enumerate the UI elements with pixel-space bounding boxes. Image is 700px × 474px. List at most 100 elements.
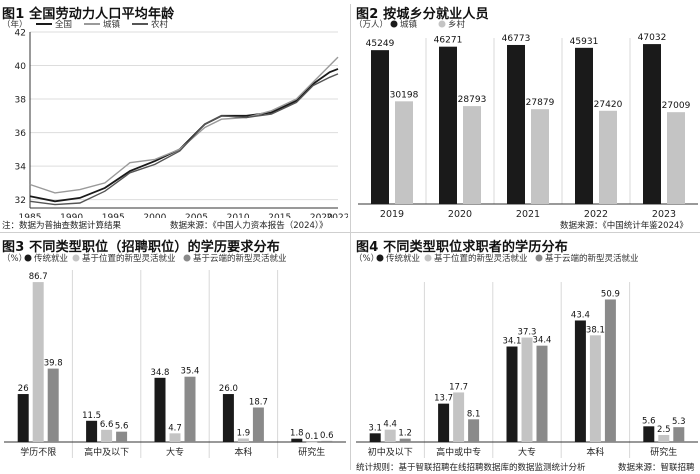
bar-乡村-2020	[463, 106, 481, 204]
fig1-note: 注：数据为普抽查数据计算结果	[2, 221, 122, 231]
data-label: 27879	[526, 98, 555, 108]
y-tick-label: 36	[15, 129, 27, 139]
bar-乡村-2019	[395, 101, 413, 204]
data-label: 2.5	[657, 425, 671, 435]
legend-label-0: 传统就业	[386, 253, 420, 264]
fig4-source: 数据来源：智联招聘	[618, 463, 695, 473]
bar-基于云端的新型灵活就业-本科	[252, 407, 264, 442]
legend-marker-0	[390, 20, 398, 28]
x-tick-label: 2020	[310, 213, 333, 218]
fig1-line-chart: （年） 全国 城镇 农村 32 34 36 38 40 42 1985 1990 1995 2000 200…	[2, 19, 348, 218]
data-label: 18.7	[249, 398, 268, 408]
category-label: 初中及以下	[368, 446, 413, 458]
bar-乡村-2021	[531, 109, 549, 204]
bar-基于位置的新型灵活就业-大专	[169, 433, 181, 442]
bar-基于云端的新型灵活就业-初中及以下	[399, 438, 411, 442]
legend-marker-2	[535, 254, 543, 262]
bar-传统就业-大专	[154, 377, 166, 442]
category-label: 2023	[652, 209, 676, 220]
legend-label-0: 传统就业	[34, 253, 68, 264]
vertical-divider	[350, 4, 351, 470]
category-label: 高中或中专	[436, 446, 481, 458]
bar-传统就业-本科	[574, 320, 586, 442]
bar-基于云端的新型灵活就业-研究生	[321, 440, 333, 442]
fig2-unit: （万人）	[354, 19, 388, 30]
data-label: 27009	[662, 101, 691, 111]
data-label: 17.7	[449, 382, 468, 392]
data-label: 8.1	[467, 409, 481, 419]
bar-基于位置的新型灵活就业-研究生	[306, 441, 318, 443]
x-tick-label: 2010	[227, 213, 250, 218]
category-label: 本科	[586, 446, 604, 458]
bar-基于位置的新型灵活就业-大专	[521, 337, 533, 442]
data-label: 5.6	[115, 422, 129, 432]
bar-城镇-2019	[371, 50, 389, 205]
bar-乡村-2022	[599, 110, 617, 204]
data-label: 0.1	[305, 432, 319, 442]
data-label: 28793	[458, 95, 487, 105]
bar-基于位置的新型灵活就业-高中或中专	[453, 392, 465, 442]
bar-基于云端的新型灵活就业-大专	[536, 345, 548, 442]
data-label: 39.8	[44, 359, 63, 369]
data-label: 43.4	[571, 310, 590, 320]
legend-label-1: 乡村	[448, 19, 466, 30]
data-label: 0.6	[320, 431, 334, 441]
fig1-unit: （年）	[2, 19, 28, 30]
fig2-title: 图2 按城乡分就业人员	[356, 7, 489, 22]
bar-乡村-2023	[667, 112, 685, 204]
data-label: 34.4	[533, 336, 552, 346]
legend-marker-0	[24, 254, 32, 262]
x-tick-label: 2005	[185, 213, 208, 218]
data-label: 46271	[434, 36, 463, 46]
bar-传统就业-初中及以下	[369, 433, 381, 442]
data-label: 35.4	[181, 367, 200, 377]
fig1-title: 图1 全国劳动力人口平均年龄	[2, 7, 175, 22]
category-label: 2022	[584, 209, 608, 220]
category-label: 研究生	[298, 446, 325, 458]
category-label: 本科	[234, 446, 252, 458]
bar-基于云端的新型灵活就业-学历不限	[47, 368, 59, 442]
bar-传统就业-大专	[506, 346, 518, 442]
data-label: 5.6	[642, 416, 656, 426]
y-tick-label: 38	[15, 96, 27, 106]
data-label: 27420	[594, 100, 623, 110]
fig1-source: 数据来源：《中国人力资本报告（2024）》	[170, 221, 328, 231]
bar-基于位置的新型灵活就业-初中及以下	[384, 429, 396, 442]
fig3-bar-chart: （%） 传统就业 基于位置的新型灵活就业 基于云端的新型灵活就业 26 86.7 39.8 学…	[2, 253, 346, 458]
series-line-农村	[29, 73, 339, 206]
data-label: 45249	[366, 39, 395, 49]
data-label: 1.2	[398, 429, 412, 439]
x-tick-label: 1985	[19, 213, 42, 218]
bar-传统就业-研究生	[291, 438, 303, 442]
legend-label-0: 城镇	[400, 19, 418, 30]
bar-基于云端的新型灵活就业-大专	[184, 376, 196, 442]
data-label: 30198	[390, 90, 419, 100]
fig4-title: 图4 不同类型职位求职者的学历分布	[356, 240, 568, 255]
legend-label-2: 农村	[151, 19, 169, 30]
fig4-note: 统计规则：基于智联招聘在线招聘数据库的数据监测统计分析	[356, 463, 586, 473]
bar-城镇-2023	[643, 44, 661, 204]
data-label: 45931	[570, 37, 599, 47]
category-label: 2019	[380, 209, 404, 220]
data-label: 5.3	[672, 417, 686, 427]
data-label: 13.7	[434, 394, 453, 404]
y-tick-label: 34	[15, 163, 27, 173]
data-label: 4.4	[383, 420, 397, 430]
series-line-城镇	[29, 56, 339, 194]
bar-基于云端的新型灵活就业-高中及以下	[116, 431, 128, 442]
legend-label-1: 基于位置的新型灵活就业	[434, 253, 528, 264]
x-tick-label: 1990	[60, 213, 83, 218]
category-label: 2021	[516, 209, 540, 220]
bar-基于云端的新型灵活就业-本科	[604, 299, 616, 442]
bar-城镇-2022	[575, 47, 593, 205]
legend-label-2: 基于云端的新型灵活就业	[545, 253, 639, 264]
y-tick-label: 40	[15, 62, 27, 72]
data-label: 1.9	[237, 428, 251, 438]
data-label: 50.9	[601, 289, 620, 299]
x-tick-label: 2022	[327, 213, 348, 218]
data-label: 47032	[638, 33, 667, 43]
bar-基于位置的新型灵活就业-本科	[589, 335, 601, 442]
data-label: 34.8	[151, 368, 170, 378]
bar-基于位置的新型灵活就业-研究生	[658, 435, 670, 442]
data-label: 1.8	[290, 429, 304, 439]
